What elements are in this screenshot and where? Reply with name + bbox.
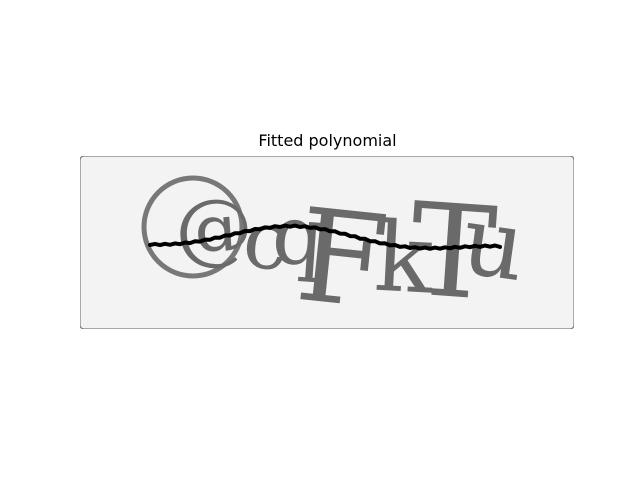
captcha-glyph-q: q	[269, 187, 328, 285]
image-axes: @ c q F k T u	[80, 156, 574, 329]
captcha-glyph-u: u	[456, 184, 533, 304]
captcha-glyph-F: F	[290, 181, 394, 329]
captcha-image: @ c q F k T u	[80, 156, 574, 329]
captcha-glyph-T: T	[405, 175, 501, 329]
plot-title: Fitted polynomial	[258, 131, 397, 150]
captcha-glyphs: @ c q F k T u	[172, 175, 533, 329]
captcha-background	[80, 156, 574, 329]
at-sign-ring	[141, 175, 245, 279]
fitted-polynomial-curve	[148, 223, 502, 251]
captcha-glyph-c: c	[239, 192, 293, 289]
captcha-glyph-k: k	[372, 201, 437, 316]
captcha-glyph-at: @	[172, 181, 256, 276]
